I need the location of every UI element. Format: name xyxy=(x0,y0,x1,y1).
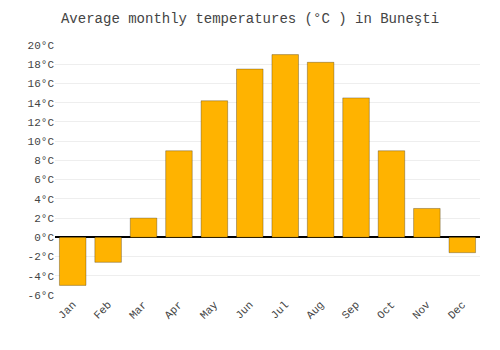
svg-text:Jun: Jun xyxy=(233,299,255,321)
svg-text:Mar: Mar xyxy=(127,299,149,321)
svg-text:10°C: 10°C xyxy=(28,136,55,148)
svg-text:-2°C: -2°C xyxy=(28,251,55,263)
svg-text:Aug: Aug xyxy=(304,299,326,321)
svg-text:6°C: 6°C xyxy=(34,174,54,186)
svg-text:Jan: Jan xyxy=(56,299,78,321)
svg-text:Average monthly temperatures (: Average monthly temperatures (°C ) in Bu… xyxy=(61,11,439,27)
svg-text:Oct: Oct xyxy=(375,299,397,321)
svg-text:8°C: 8°C xyxy=(34,155,54,167)
svg-text:-4°C: -4°C xyxy=(28,271,55,283)
svg-text:14°C: 14°C xyxy=(28,98,55,110)
svg-text:Jul: Jul xyxy=(269,299,291,321)
svg-text:Nov: Nov xyxy=(410,299,433,322)
svg-text:12°C: 12°C xyxy=(28,117,55,129)
svg-text:May: May xyxy=(198,299,221,322)
svg-text:16°C: 16°C xyxy=(28,78,55,90)
svg-text:0°C: 0°C xyxy=(34,232,54,244)
svg-text:18°C: 18°C xyxy=(28,59,55,71)
svg-text:Sep: Sep xyxy=(340,299,362,321)
svg-text:4°C: 4°C xyxy=(34,194,54,206)
svg-text:Apr: Apr xyxy=(162,299,184,321)
svg-text:-6°C: -6°C xyxy=(28,290,55,302)
svg-text:Dec: Dec xyxy=(446,299,468,321)
svg-text:20°C: 20°C xyxy=(28,40,55,52)
svg-text:2°C: 2°C xyxy=(34,213,54,225)
svg-text:Feb: Feb xyxy=(92,299,114,321)
